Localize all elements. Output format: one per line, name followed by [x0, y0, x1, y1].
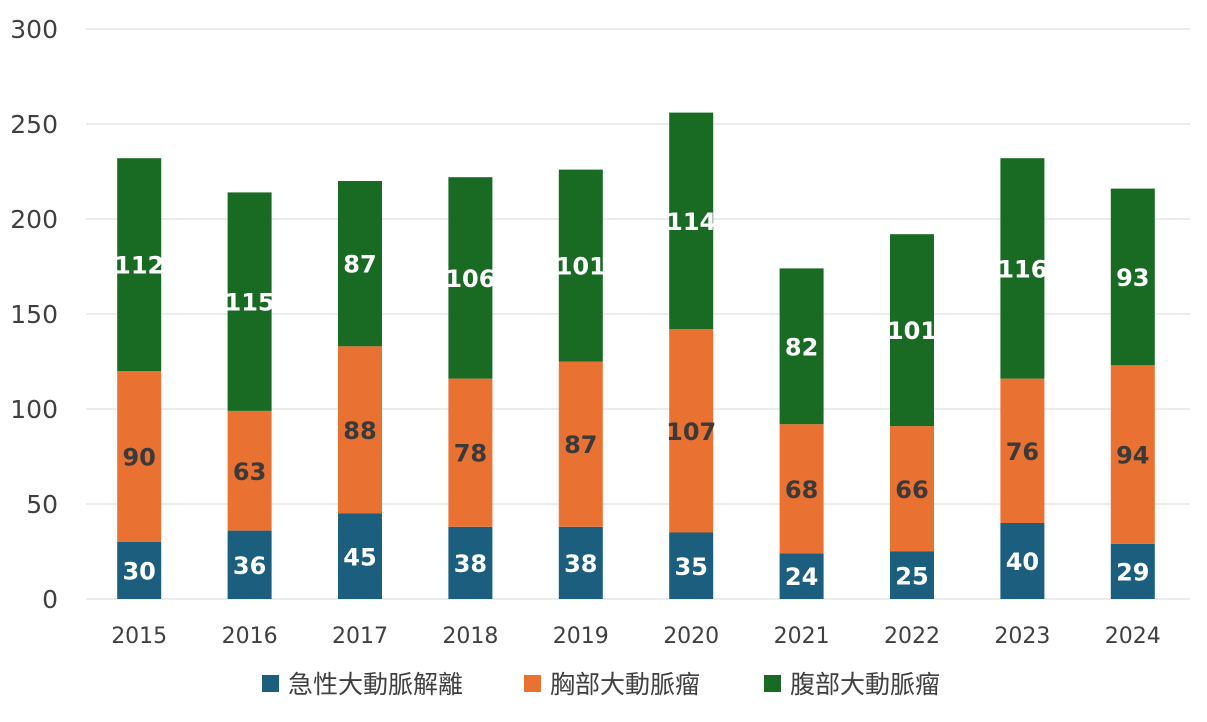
y-tick-label: 150	[10, 300, 58, 329]
bar-segment	[1110, 365, 1155, 544]
data-label: 90	[122, 444, 155, 472]
data-label: 87	[564, 431, 597, 459]
bar-segment	[669, 532, 714, 599]
data-labels: 30 90 112 36 63 115 45 88 87 38 78 106 38 87 101 35 107 1…	[114, 208, 1149, 591]
y-tick-label: 200	[10, 205, 58, 234]
data-label: 45	[343, 543, 376, 571]
legend-swatch	[764, 675, 781, 692]
bar-segment	[448, 177, 493, 379]
legend-label: 急性大動脈解離	[288, 670, 463, 699]
bar-segment	[779, 268, 824, 425]
data-label: 66	[895, 476, 928, 504]
data-label: 30	[122, 558, 155, 586]
x-tick-label: 2018	[442, 624, 498, 649]
bar-segment	[558, 526, 603, 599]
bar-segment	[448, 526, 493, 599]
data-label: 38	[564, 550, 597, 578]
bar-segment	[338, 346, 382, 514]
data-label: 88	[343, 417, 376, 445]
bar-segment	[227, 530, 272, 599]
legend-swatch	[262, 675, 279, 692]
bar-segment	[1000, 523, 1045, 599]
bar-segment	[338, 181, 382, 347]
data-label: 38	[454, 550, 487, 578]
legend-label: 腹部大動脈瘤	[790, 670, 940, 699]
legend: 急性大動脈解離 胸部大動脈瘤 腹部大動脈瘤	[262, 670, 940, 699]
bar-segment	[1000, 158, 1045, 379]
bar-segment	[890, 426, 934, 552]
data-label: 101	[556, 253, 606, 281]
bar-segment	[890, 234, 934, 427]
data-label: 94	[1116, 442, 1149, 470]
data-label: 87	[343, 251, 376, 279]
data-label: 107	[666, 418, 716, 446]
x-tick-label: 2019	[553, 624, 609, 649]
bar-segment	[558, 361, 603, 527]
bar-segment	[338, 513, 382, 599]
bar-segment	[669, 112, 714, 330]
y-axis-tick-labels: 0 50 100 150 200 250 300	[10, 15, 58, 614]
x-tick-label: 2017	[332, 624, 388, 649]
data-label: 25	[895, 562, 928, 590]
data-label: 112	[114, 252, 164, 280]
bar-segment	[558, 169, 603, 362]
bar-segment	[1110, 188, 1155, 366]
data-label: 63	[233, 458, 266, 486]
data-label: 93	[1116, 264, 1149, 292]
data-label: 78	[454, 440, 487, 468]
data-label: 82	[785, 333, 818, 361]
bar-segment	[779, 553, 824, 599]
x-tick-label: 2020	[663, 624, 719, 649]
y-tick-label: 300	[10, 15, 58, 44]
data-label: 116	[997, 255, 1047, 283]
data-label: 76	[1006, 438, 1039, 466]
x-tick-label: 2016	[222, 624, 278, 649]
bar-segment	[117, 371, 162, 542]
data-label: 40	[1006, 548, 1039, 576]
data-label: 36	[233, 552, 266, 580]
y-tick-label: 100	[10, 395, 58, 424]
bars	[117, 112, 1155, 599]
data-label: 114	[666, 208, 716, 236]
x-tick-label: 2021	[774, 624, 830, 649]
data-label: 35	[674, 553, 707, 581]
legend-swatch	[524, 675, 541, 692]
y-tick-label: 0	[42, 585, 58, 614]
x-tick-label: 2015	[111, 624, 167, 649]
y-tick-label: 250	[10, 110, 58, 139]
data-label: 29	[1116, 558, 1149, 586]
data-label: 68	[785, 476, 818, 504]
x-axis-tick-labels: 2015 2016 2017 2018 2019 2020 2021 2022 2023 2024	[111, 624, 1161, 649]
bar-segment	[669, 329, 714, 533]
x-tick-label: 2023	[994, 624, 1050, 649]
bar-segment	[779, 424, 824, 554]
bar-segment	[448, 378, 493, 527]
bar-segment	[117, 158, 162, 371]
y-tick-label: 50	[26, 490, 58, 519]
data-label: 101	[887, 317, 937, 345]
bar-segment	[890, 551, 934, 599]
x-tick-label: 2022	[884, 624, 940, 649]
data-label: 115	[225, 289, 275, 317]
x-tick-label: 2024	[1105, 624, 1161, 649]
data-label: 106	[445, 265, 495, 293]
data-label: 24	[785, 563, 818, 591]
bar-segment	[1110, 543, 1155, 599]
bar-segment	[227, 192, 272, 411]
bar-segment	[1000, 378, 1045, 523]
bar-segment	[227, 410, 272, 531]
bar-segment	[117, 542, 162, 599]
legend-label: 胸部大動脈瘤	[550, 670, 700, 699]
